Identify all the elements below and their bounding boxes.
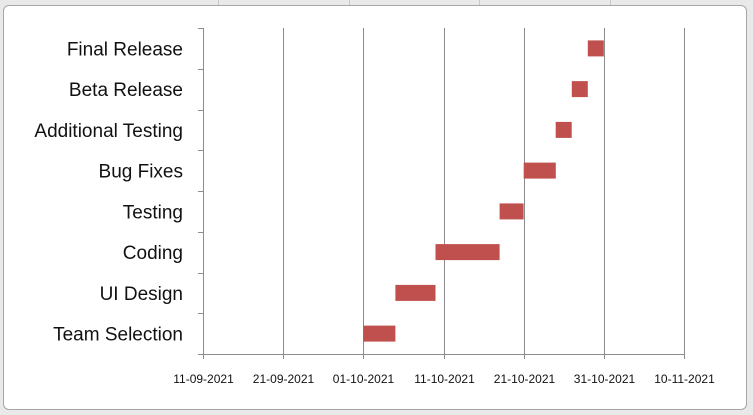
category-label: Beta Release <box>69 80 183 101</box>
x-tick-label: 21-09-2021 <box>253 372 315 386</box>
duration-bar <box>571 81 588 98</box>
duration-bar <box>499 203 524 220</box>
x-tick-label: 10-11-2021 <box>654 372 715 386</box>
x-tick-label: 31-10-2021 <box>574 372 636 386</box>
duration-bar <box>363 325 396 342</box>
x-tick-label: 11-09-2021 <box>173 372 234 386</box>
chart-area[interactable] <box>3 5 747 410</box>
category-label: Additional Testing <box>34 121 183 142</box>
duration-bar <box>523 162 556 179</box>
category-label: Bug Fixes <box>99 162 183 183</box>
category-label: Coding <box>123 243 183 264</box>
duration-bar <box>435 244 500 261</box>
x-tick-label: 01-10-2021 <box>333 372 395 386</box>
category-label: UI Design <box>100 284 183 305</box>
x-tick-label: 21-10-2021 <box>494 372 556 386</box>
duration-bar <box>395 284 436 301</box>
sheet-gridline <box>610 0 611 6</box>
sheet-gridline <box>218 0 219 6</box>
sheet-gridline <box>479 0 480 6</box>
sheet-gridline <box>349 0 350 6</box>
duration-bar <box>587 40 604 57</box>
duration-bar <box>555 121 572 138</box>
category-label: Testing <box>123 202 183 223</box>
category-label: Team Selection <box>53 325 183 346</box>
x-tick-label: 11-10-2021 <box>414 372 475 386</box>
category-label: Final Release <box>67 39 183 60</box>
